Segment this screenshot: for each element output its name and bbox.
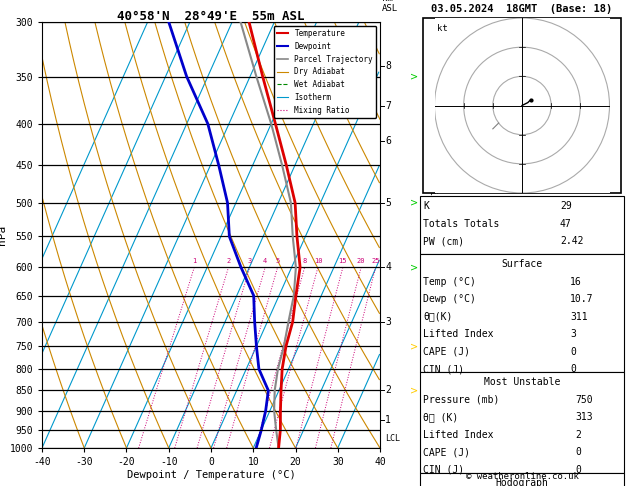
Text: 2: 2 — [385, 385, 391, 396]
Text: CIN (J): CIN (J) — [423, 364, 464, 374]
Text: 2: 2 — [226, 258, 231, 264]
Text: >: > — [410, 262, 418, 272]
Y-axis label: hPa: hPa — [0, 225, 7, 245]
Text: 750: 750 — [575, 395, 593, 404]
Text: 8: 8 — [303, 258, 307, 264]
Bar — [423, 18, 621, 193]
X-axis label: Dewpoint / Temperature (°C): Dewpoint / Temperature (°C) — [126, 470, 296, 480]
Text: 4: 4 — [385, 262, 391, 272]
Text: 10.7: 10.7 — [570, 294, 594, 304]
Text: Dewp (°C): Dewp (°C) — [423, 294, 476, 304]
Text: 16: 16 — [570, 277, 582, 287]
Text: 5: 5 — [276, 258, 280, 264]
Text: 1: 1 — [385, 416, 391, 425]
Bar — [420, 196, 624, 254]
Text: 0: 0 — [570, 364, 576, 374]
Text: >: > — [410, 385, 418, 396]
Text: 313: 313 — [575, 412, 593, 422]
Text: Most Unstable: Most Unstable — [484, 377, 560, 387]
Text: Lifted Index: Lifted Index — [423, 430, 494, 439]
Text: kt: kt — [437, 24, 448, 33]
Text: 5: 5 — [385, 198, 391, 208]
Text: 2.42: 2.42 — [560, 236, 584, 246]
Text: 25: 25 — [371, 258, 380, 264]
Text: 1: 1 — [192, 258, 196, 264]
Bar — [420, 473, 624, 486]
Text: >: > — [410, 198, 418, 208]
Text: LCL: LCL — [385, 434, 400, 443]
Text: Hodograph: Hodograph — [496, 478, 548, 486]
Text: Surface: Surface — [501, 259, 543, 269]
Text: Lifted Index: Lifted Index — [423, 329, 494, 339]
Text: 47: 47 — [560, 219, 572, 228]
Legend: Temperature, Dewpoint, Parcel Trajectory, Dry Adiabat, Wet Adiabat, Isotherm, Mi: Temperature, Dewpoint, Parcel Trajectory… — [274, 26, 376, 118]
Text: 7: 7 — [385, 101, 391, 111]
Text: 2: 2 — [575, 430, 581, 439]
Text: 29: 29 — [560, 201, 572, 211]
Text: 3: 3 — [385, 317, 391, 327]
Text: 40°58'N  28°49'E  55m ASL: 40°58'N 28°49'E 55m ASL — [117, 10, 304, 23]
Text: >: > — [410, 341, 418, 351]
Bar — [420, 372, 624, 473]
Text: CIN (J): CIN (J) — [423, 465, 464, 474]
Text: PW (cm): PW (cm) — [423, 236, 464, 246]
Text: CAPE (J): CAPE (J) — [423, 347, 470, 357]
Text: Mixing Ratio (g/kg): Mixing Ratio (g/kg) — [428, 184, 437, 286]
Text: 6: 6 — [385, 136, 391, 146]
Text: CAPE (J): CAPE (J) — [423, 447, 470, 457]
Text: 311: 311 — [570, 312, 587, 322]
Text: 4: 4 — [263, 258, 267, 264]
Text: 3: 3 — [248, 258, 252, 264]
Text: km
ASL: km ASL — [382, 0, 398, 14]
Text: θᴜ(K): θᴜ(K) — [423, 312, 452, 322]
Text: Totals Totals: Totals Totals — [423, 219, 499, 228]
Text: 20: 20 — [357, 258, 365, 264]
Bar — [420, 254, 624, 372]
Text: 0: 0 — [570, 347, 576, 357]
Text: Pressure (mb): Pressure (mb) — [423, 395, 499, 404]
Text: 8: 8 — [385, 61, 391, 71]
Text: 0: 0 — [575, 465, 581, 474]
Text: © weatheronline.co.uk: © weatheronline.co.uk — [465, 472, 579, 481]
Text: 0: 0 — [575, 447, 581, 457]
Text: θᴜ (K): θᴜ (K) — [423, 412, 459, 422]
Text: >: > — [410, 71, 418, 82]
Text: Temp (°C): Temp (°C) — [423, 277, 476, 287]
Text: K: K — [423, 201, 429, 211]
Text: 10: 10 — [314, 258, 322, 264]
Text: 3: 3 — [570, 329, 576, 339]
Text: 03.05.2024  18GMT  (Base: 18): 03.05.2024 18GMT (Base: 18) — [431, 4, 613, 14]
Text: 15: 15 — [338, 258, 347, 264]
